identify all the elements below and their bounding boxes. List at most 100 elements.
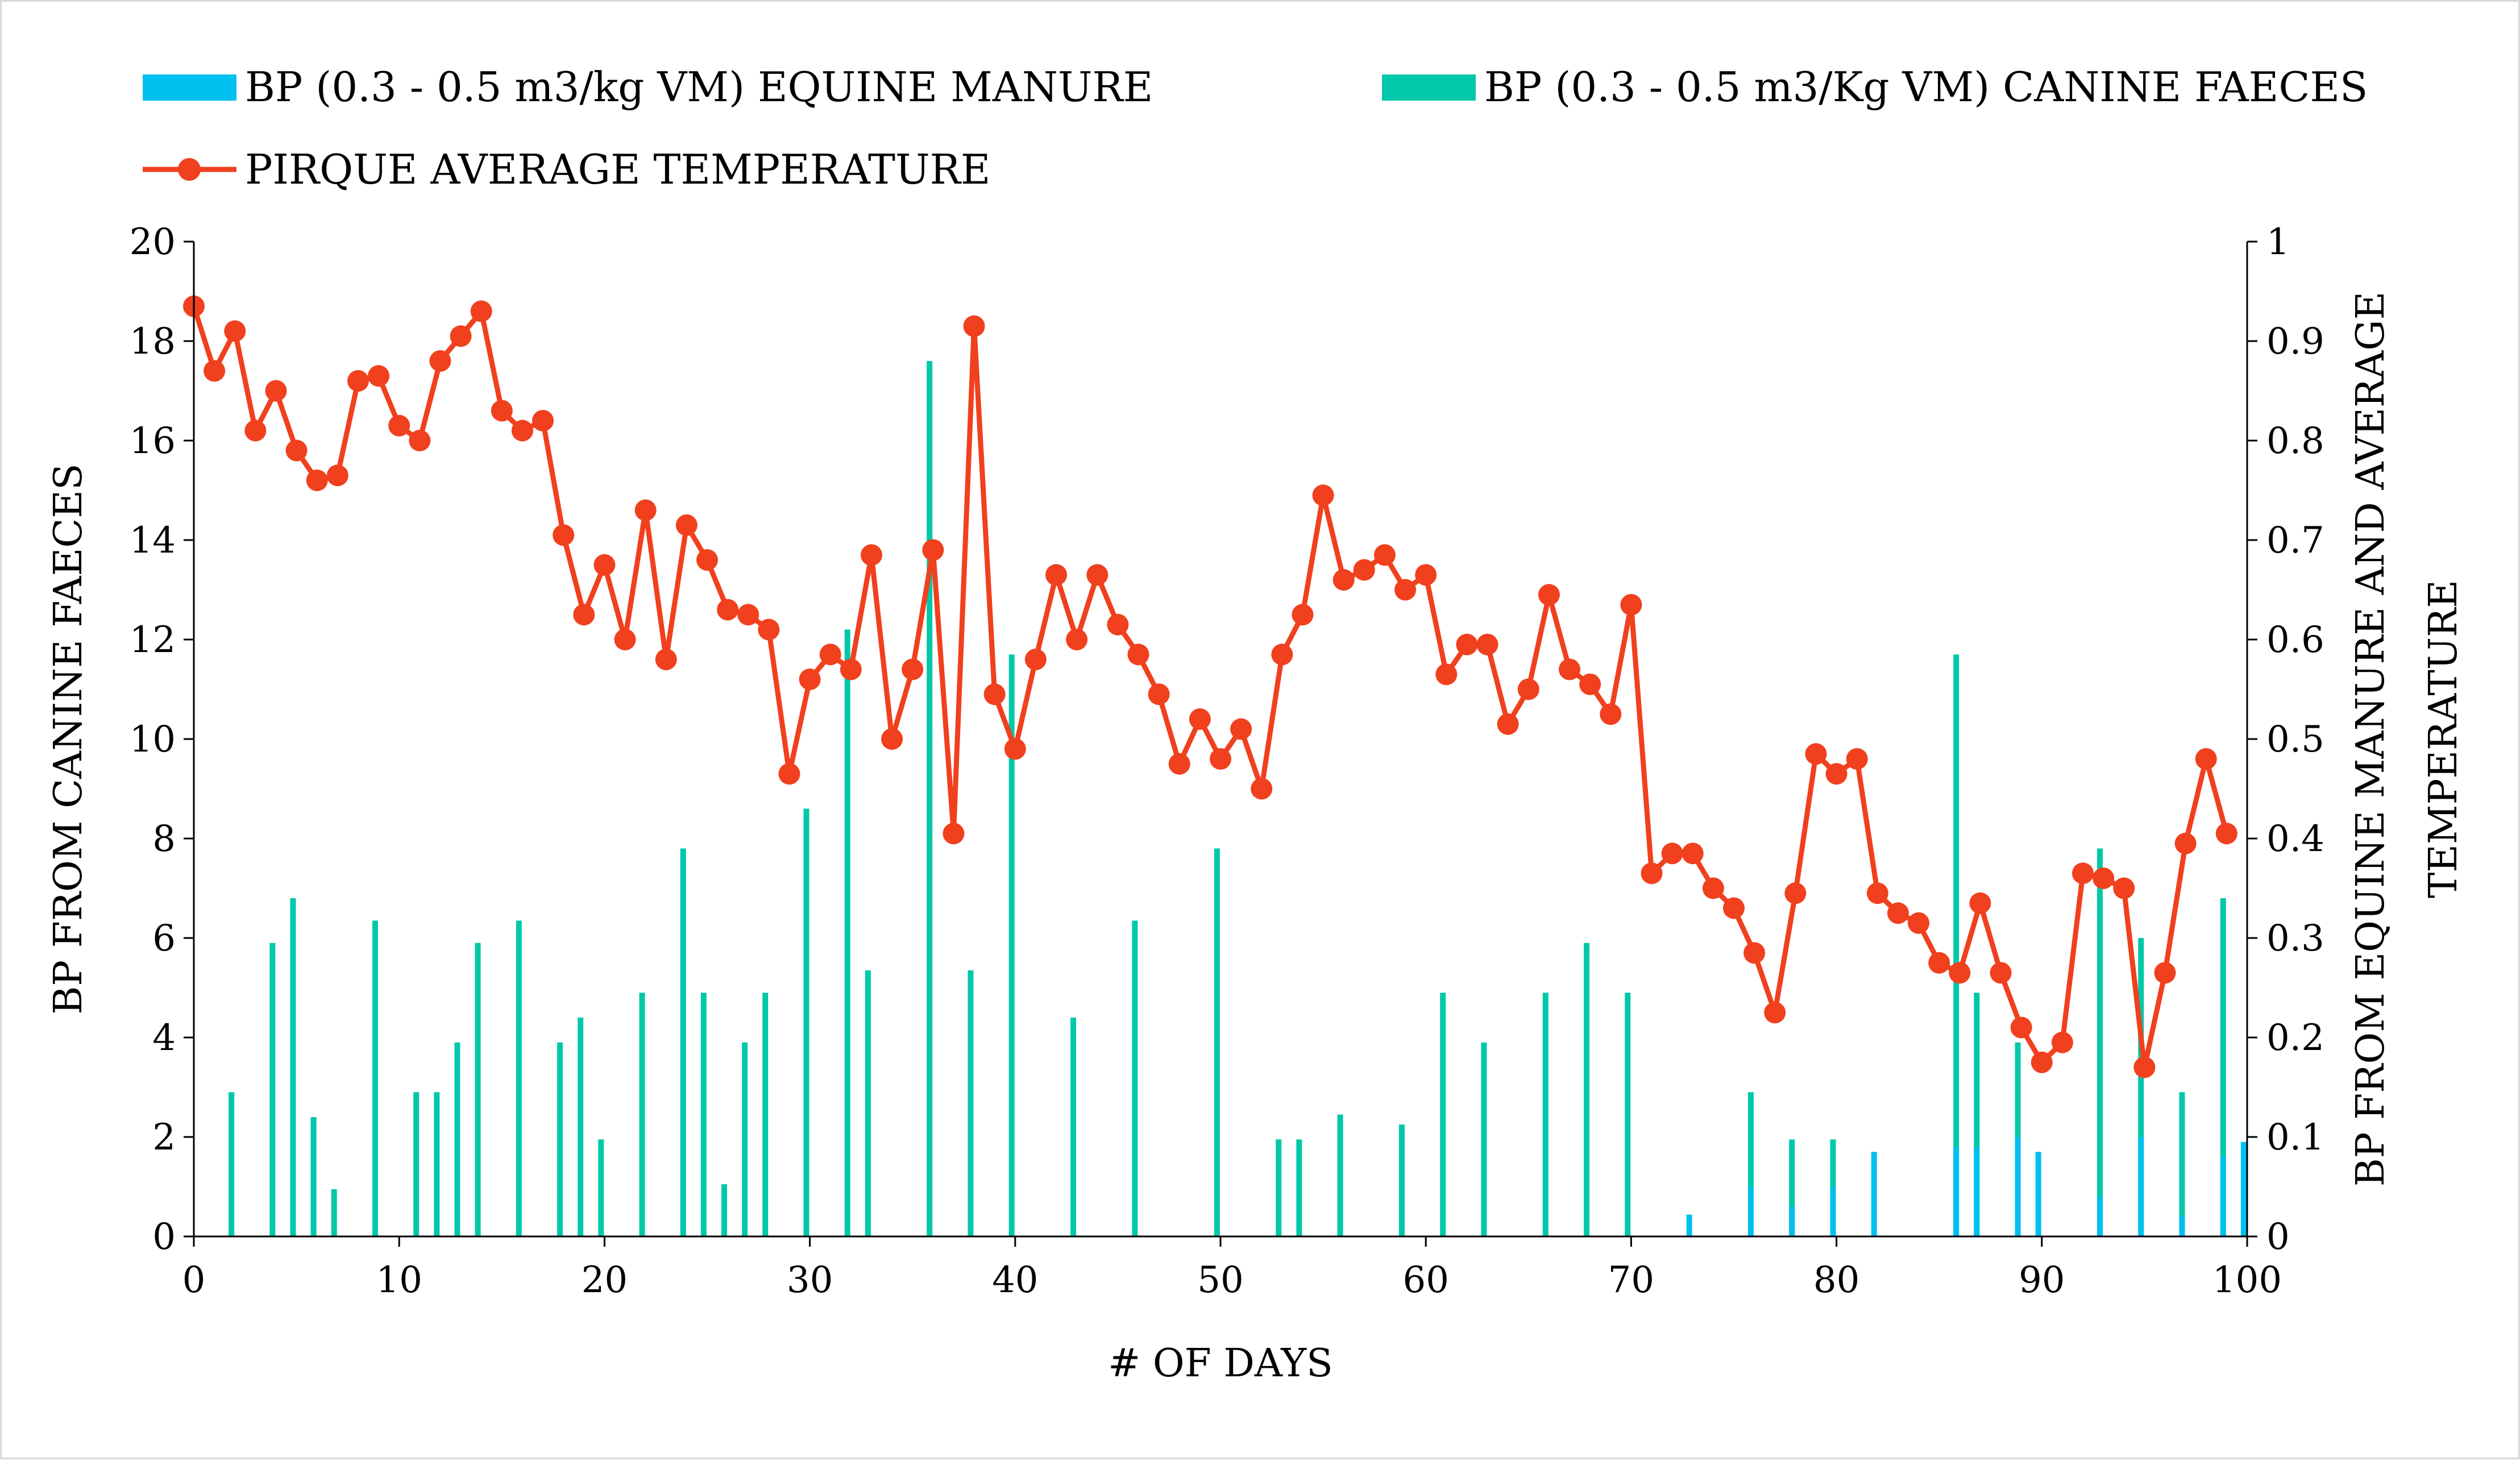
y-right-tick-label: 0.2	[2266, 1017, 2324, 1059]
temperature-point-71	[1641, 862, 1663, 885]
temperature-point-13	[450, 325, 472, 347]
temperature-point-7	[326, 464, 348, 487]
temperature-point-80	[1825, 763, 1848, 785]
canine-bar-14	[639, 993, 645, 1236]
temperature-point-1	[204, 360, 226, 382]
temperature-point-40	[1004, 738, 1026, 760]
canine-bar-30	[1296, 1139, 1302, 1236]
temperature-point-94	[2113, 877, 2135, 899]
temperature-point-16	[511, 420, 533, 442]
temperature-point-35	[902, 658, 924, 680]
equine-bar-7	[2015, 1137, 2021, 1236]
temperature-point-21	[614, 629, 636, 650]
canine-bar-25	[1008, 654, 1015, 1236]
equine-bar-3	[1830, 1186, 1836, 1236]
temperature-point-44	[1086, 564, 1109, 586]
canine-bar-29	[1276, 1139, 1282, 1236]
equine-bar-6	[1974, 1147, 1980, 1236]
temperature-point-20	[593, 554, 616, 576]
equine-bar-8	[2035, 1152, 2041, 1236]
temperature-point-43	[1066, 629, 1088, 650]
temperature-point-15	[491, 400, 513, 422]
y-left-tick-label: 16	[130, 420, 176, 462]
canine-bar-22	[865, 970, 871, 1236]
temperature-point-77	[1764, 1002, 1786, 1024]
temperature-point-81	[1846, 748, 1868, 770]
temperature-point-24	[675, 514, 698, 536]
y-right-tick-label: 0.6	[2266, 619, 2324, 661]
legend-swatch-temperature-marker	[178, 158, 201, 181]
equine-bar-5	[1953, 1147, 1959, 1236]
temperature-point-8	[347, 370, 369, 392]
equine-bar-4	[1871, 1152, 1877, 1236]
canine-bar-1	[269, 943, 276, 1236]
legend-label-canine: BP (0.3 - 0.5 m3/Kg VM) CANINE FAECES	[1484, 63, 2368, 111]
canine-bar-23	[927, 361, 933, 1236]
temperature-point-63	[1476, 633, 1498, 655]
x-tick-label: 60	[1402, 1259, 1448, 1301]
temperature-point-79	[1805, 743, 1827, 765]
temperature-point-30	[799, 669, 821, 690]
canine-bar-12	[578, 1018, 584, 1236]
temperature-point-90	[2031, 1051, 2053, 1073]
canine-bar-20	[803, 808, 809, 1236]
temperature-point-3	[244, 420, 267, 442]
temperature-point-50	[1210, 748, 1231, 770]
temperature-point-66	[1538, 584, 1560, 606]
equine-manure-bars	[1686, 1137, 2247, 1236]
canine-bar-36	[1584, 943, 1590, 1236]
canine-bar-24	[968, 970, 974, 1236]
x-tick-label: 90	[2019, 1259, 2065, 1301]
temperature-point-36	[922, 539, 944, 561]
temperature-point-37	[943, 823, 965, 845]
canine-bar-38	[1748, 1092, 1754, 1236]
y-right-tick-label: 0.3	[2266, 918, 2324, 960]
legend: BP (0.3 - 0.5 m3/kg VM) EQUINE MANURE BP …	[143, 63, 2368, 193]
canine-bar-10	[516, 920, 522, 1236]
temperature-point-67	[1559, 658, 1581, 680]
canine-bar-45	[2138, 938, 2144, 1236]
canine-bar-6	[413, 1092, 420, 1236]
canine-bar-16	[700, 993, 707, 1236]
temperature-point-2	[224, 320, 246, 342]
temperature-point-89	[2010, 1016, 2032, 1039]
legend-swatch-canine	[1382, 74, 1476, 101]
canine-bar-18	[742, 1042, 748, 1236]
canine-bar-46	[2179, 1092, 2185, 1236]
equine-bar-2	[1789, 1206, 1795, 1236]
temperature-point-22	[634, 499, 657, 521]
canine-bar-15	[680, 848, 686, 1236]
temperature-point-31	[819, 644, 841, 666]
canine-bar-8	[454, 1042, 460, 1236]
temperature-point-82	[1866, 882, 1888, 904]
temperature-point-46	[1127, 644, 1149, 666]
canine-bar-19	[762, 993, 769, 1236]
x-tick-label: 70	[1608, 1259, 1654, 1301]
temperature-point-73	[1682, 842, 1704, 865]
canine-bar-11	[557, 1042, 563, 1236]
temperature-point-45	[1107, 613, 1129, 636]
y-left-tick-label: 0	[152, 1216, 176, 1258]
temperature-point-62	[1456, 633, 1478, 655]
temperature-point-69	[1600, 703, 1622, 725]
temperature-point-83	[1887, 902, 1909, 924]
canine-faeces-bars	[229, 361, 2226, 1236]
y-right-tick-label: 0.9	[2266, 321, 2324, 363]
x-tick-label: 80	[1813, 1259, 1859, 1301]
y-axis-right-title-line2: TEMPERATURE	[2421, 580, 2466, 898]
temperature-point-61	[1435, 663, 1458, 686]
temperature-point-87	[1969, 892, 1991, 914]
canine-bar-41	[1953, 654, 1959, 1236]
temperature-point-96	[2154, 962, 2176, 984]
x-tick-label: 50	[1197, 1259, 1243, 1301]
temperature-point-11	[409, 430, 431, 451]
temperature-point-25	[696, 549, 718, 571]
axes: 0246810121416182000.10.20.30.40.50.60.70…	[46, 221, 2466, 1386]
equine-bar-13	[2240, 1142, 2247, 1236]
canine-bar-21	[844, 629, 850, 1236]
temperature-line	[191, 305, 2230, 1070]
canine-bar-34	[1481, 1042, 1487, 1236]
temperature-point-47	[1148, 683, 1170, 705]
